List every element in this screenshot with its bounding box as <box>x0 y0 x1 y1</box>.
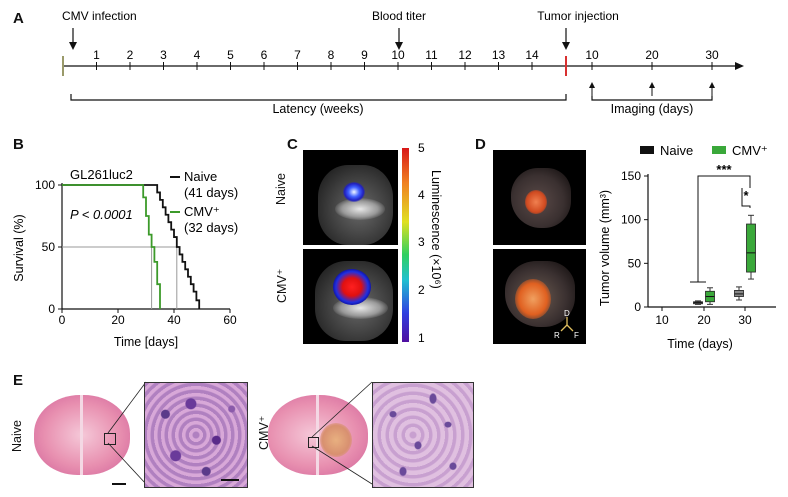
week-tick-label: 2 <box>127 48 134 62</box>
colorbar-tick-5: 5 <box>418 141 425 155</box>
survival-y-tick-label: 0 <box>48 302 55 316</box>
blood-titer-label: Blood titer <box>372 9 426 23</box>
model-label: GL261luc2 <box>70 167 133 182</box>
sig-bracket-1 <box>697 175 751 282</box>
colorbar-label: Luminescence (×10⁶) <box>429 170 443 289</box>
axis-label-d: D <box>564 309 570 318</box>
zoom-lines-left <box>107 381 147 485</box>
survival-x-tick-label: 20 <box>111 313 125 327</box>
tv-legend-swatch <box>640 146 654 154</box>
tv-y-tick-label: 150 <box>621 169 641 183</box>
colorbar-tick-4: 4 <box>418 188 425 202</box>
imaging-arrowhead <box>709 82 715 88</box>
tumor-volume-xlabel: Time (days) <box>667 337 733 351</box>
survival-series-line <box>62 184 161 309</box>
imaging-bracket <box>591 96 713 101</box>
panel-e-letter: E <box>13 372 24 389</box>
cmv-infection-label: CMV infection <box>62 9 137 23</box>
survival-x-tick-label: 40 <box>167 313 181 327</box>
orientation-axes: D R F <box>554 309 579 340</box>
week-tick-label: 11 <box>425 48 438 62</box>
histo-row-label-naive: Naive <box>10 420 24 452</box>
week-tick-label: 1 <box>93 48 100 62</box>
week-tick-label: 6 <box>261 48 268 62</box>
tv-x-tick-label: 10 <box>655 313 669 327</box>
scale-bar-left <box>112 483 126 485</box>
day-tick-label: 20 <box>645 48 659 62</box>
bli-row-label-naive: Naive <box>274 173 288 205</box>
tv-legend-swatch <box>712 146 726 154</box>
week-tick-label: 7 <box>294 48 301 62</box>
panel-d-letter: D <box>475 136 486 153</box>
timeline-arrowhead <box>735 62 744 70</box>
luminescence-colorbar <box>402 148 409 342</box>
tv-legend-name: Naive <box>660 143 693 158</box>
survival-xlabel: Time [days] <box>114 335 178 349</box>
naive-mri-image <box>493 150 586 245</box>
week-tick-label: 13 <box>492 48 506 62</box>
week-tick-label: 10 <box>391 48 405 62</box>
week-tick-label: 4 <box>194 48 201 62</box>
colorbar-tick-2: 2 <box>418 283 425 297</box>
survival-legend-median: (41 days) <box>184 185 238 200</box>
tv-y-tick-label: 50 <box>628 256 642 270</box>
survival-y-tick-label: 50 <box>42 240 56 254</box>
colorbar-tick-3: 3 <box>418 235 425 249</box>
imaging-arrowhead <box>589 82 595 88</box>
pvalue-label: P < 0.0001 <box>70 207 133 222</box>
axis-label-f: F <box>574 331 579 340</box>
tumor-volume-chart: Naive CMV⁺ 0 50 100 150 10 20 30 *** * Time (da… <box>598 143 776 351</box>
latency-bracket <box>70 94 567 101</box>
panel-c-letter: C <box>287 136 298 153</box>
survival-chart: GL261luc2 P < 0.0001 0 20 40 60 0 50 100 Naive… <box>12 167 238 349</box>
tv-y-tick-label: 100 <box>621 213 641 227</box>
survival-x-tick-label: 60 <box>223 313 237 327</box>
panel-a-letter: A <box>13 10 24 27</box>
survival-legend-name: Naive <box>184 169 217 184</box>
scale-bar-zoom-left <box>221 479 239 481</box>
colorbar-axis: 5 4 3 2 1 Luminescence (×10⁶) <box>418 141 443 345</box>
panel-b-letter: B <box>13 136 24 153</box>
sig-marker-2: * <box>743 188 749 203</box>
survival-legend-name: CMV⁺ <box>184 204 220 219</box>
imaging-arrowhead <box>649 82 655 88</box>
bli-row-label-cmv: CMV⁺ <box>275 268 289 303</box>
cmv-histology-zoom <box>372 382 474 488</box>
week-tick-label: 14 <box>525 48 539 62</box>
survival-ylabel: Survival (%) <box>12 214 26 281</box>
zoom-lines-right <box>311 381 373 485</box>
naive-bli-image <box>303 150 398 245</box>
tumor-injection-label: Tumor injection <box>537 9 619 23</box>
tv-legend-name: CMV⁺ <box>732 143 768 158</box>
survival-y-tick-label: 100 <box>35 178 55 192</box>
tv-x-tick-label: 20 <box>697 313 711 327</box>
week-tick-label: 5 <box>227 48 234 62</box>
imaging-label: Imaging (days) <box>611 102 694 116</box>
day-tick-label: 30 <box>705 48 719 62</box>
survival-x-tick-label: 0 <box>59 313 66 327</box>
cmv-brain-section <box>268 395 368 475</box>
cmv-mri-image: D R F <box>493 249 586 344</box>
week-tick-label: 3 <box>160 48 167 62</box>
survival-legend-median: (32 days) <box>184 220 238 235</box>
sig-bracket-2 <box>741 188 751 208</box>
cmv-bli-image <box>303 249 398 344</box>
tumor-volume-ylabel: Tumor volume (mm³) <box>598 190 612 306</box>
timeline-svg: 1 2 3 4 5 6 7 8 9 10 11 12 13 14 10 20 30 CMV infection… <box>62 9 744 116</box>
week-tick-label: 9 <box>361 48 368 62</box>
week-tick-label: 12 <box>458 48 472 62</box>
tv-x-tick-label: 30 <box>738 313 752 327</box>
axis-label-r: R <box>554 331 560 340</box>
naive-brain-section <box>34 395 130 475</box>
colorbar-tick-1: 1 <box>418 331 425 345</box>
naive-histology-zoom <box>144 382 248 488</box>
survival-series-line <box>62 184 201 309</box>
box-body <box>746 223 756 273</box>
latency-label: Latency (weeks) <box>272 102 363 116</box>
sig-marker-1: *** <box>716 162 732 177</box>
week-tick-label: 8 <box>328 48 335 62</box>
tv-y-tick-label: 0 <box>634 300 641 314</box>
day-tick-label: 10 <box>585 48 599 62</box>
